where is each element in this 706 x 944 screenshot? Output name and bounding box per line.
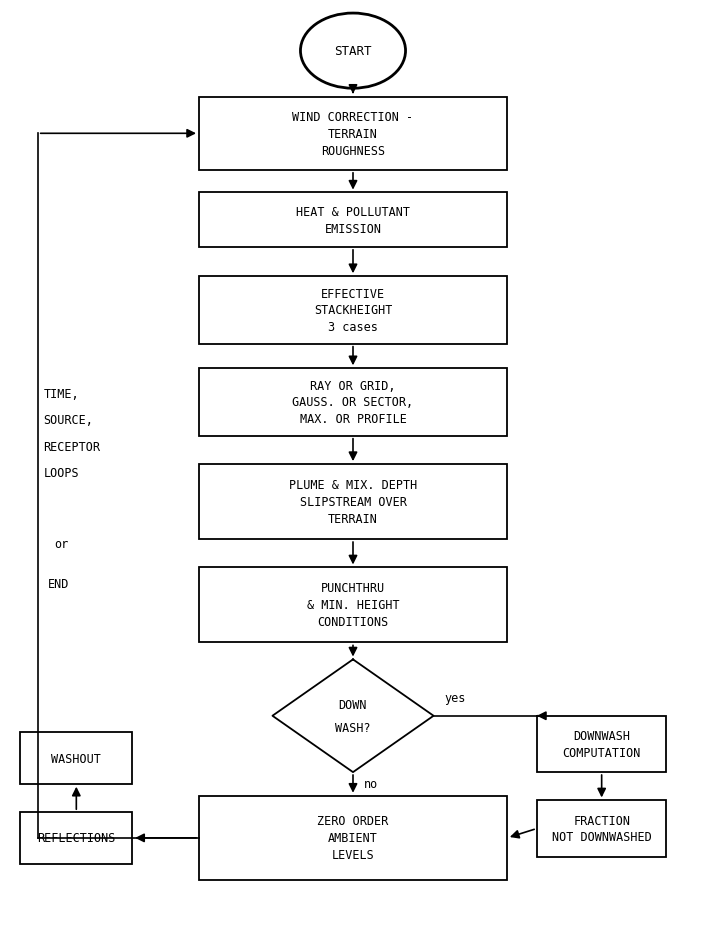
Ellipse shape bbox=[301, 14, 405, 89]
Text: MAX. OR PROFILE: MAX. OR PROFILE bbox=[299, 413, 407, 426]
Text: CONDITIONS: CONDITIONS bbox=[318, 615, 388, 629]
Text: PLUME & MIX. DEPTH: PLUME & MIX. DEPTH bbox=[289, 479, 417, 492]
Bar bbox=[20, 733, 132, 784]
Text: SLIPSTREAM OVER: SLIPSTREAM OVER bbox=[299, 496, 407, 509]
Text: STACKHEIGHT: STACKHEIGHT bbox=[313, 304, 393, 317]
Text: yes: yes bbox=[444, 692, 465, 705]
Text: HEAT & POLLUTANT: HEAT & POLLUTANT bbox=[296, 206, 410, 219]
Text: REFLECTIONS: REFLECTIONS bbox=[37, 832, 116, 845]
Text: FRACTION: FRACTION bbox=[573, 814, 630, 827]
Text: TIME,: TIME, bbox=[43, 388, 79, 400]
Bar bbox=[537, 716, 666, 772]
Text: RAY OR GRID,: RAY OR GRID, bbox=[310, 379, 396, 392]
Bar bbox=[537, 801, 666, 857]
Text: TERRAIN: TERRAIN bbox=[328, 513, 378, 526]
Bar bbox=[199, 567, 507, 643]
Text: & MIN. HEIGHT: & MIN. HEIGHT bbox=[306, 598, 400, 612]
Text: COMPUTATION: COMPUTATION bbox=[563, 746, 641, 759]
Text: END: END bbox=[48, 577, 70, 590]
Text: RECEPTOR: RECEPTOR bbox=[43, 440, 100, 453]
Text: WIND CORRECTION -: WIND CORRECTION - bbox=[292, 110, 414, 124]
Text: GAUSS. OR SECTOR,: GAUSS. OR SECTOR, bbox=[292, 396, 414, 409]
Text: 3 cases: 3 cases bbox=[328, 321, 378, 334]
Bar bbox=[199, 97, 507, 171]
Bar bbox=[20, 812, 132, 864]
Bar bbox=[199, 194, 507, 247]
Text: WASHOUT: WASHOUT bbox=[52, 751, 101, 765]
Bar bbox=[199, 796, 507, 880]
Bar bbox=[199, 277, 507, 345]
Text: PUNCHTHRU: PUNCHTHRU bbox=[321, 582, 385, 595]
Polygon shape bbox=[273, 660, 433, 772]
Text: WASH?: WASH? bbox=[335, 721, 371, 733]
Text: LEVELS: LEVELS bbox=[332, 849, 374, 861]
Text: EMISSION: EMISSION bbox=[325, 223, 381, 235]
Text: ROUGHNESS: ROUGHNESS bbox=[321, 144, 385, 158]
Text: DOWNWASH: DOWNWASH bbox=[573, 729, 630, 742]
Text: AMBIENT: AMBIENT bbox=[328, 832, 378, 845]
Text: DOWN: DOWN bbox=[339, 699, 367, 711]
Text: NOT DOWNWASHED: NOT DOWNWASHED bbox=[552, 831, 652, 844]
Text: or: or bbox=[54, 538, 69, 550]
Text: ZERO ORDER: ZERO ORDER bbox=[318, 815, 388, 828]
Bar bbox=[199, 464, 507, 540]
Text: LOOPS: LOOPS bbox=[43, 466, 79, 480]
Text: START: START bbox=[334, 45, 372, 59]
Text: no: no bbox=[364, 778, 378, 790]
Text: EFFECTIVE: EFFECTIVE bbox=[321, 287, 385, 300]
Bar bbox=[199, 369, 507, 436]
Text: SOURCE,: SOURCE, bbox=[43, 413, 93, 427]
Text: TERRAIN: TERRAIN bbox=[328, 127, 378, 141]
